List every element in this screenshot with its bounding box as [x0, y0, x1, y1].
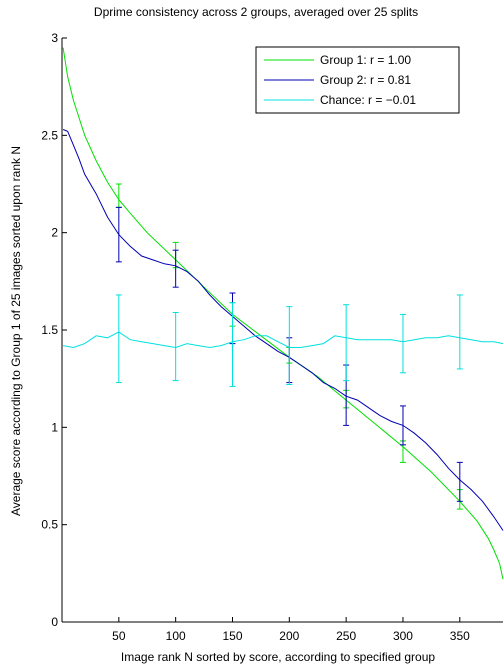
x-tick-label: 150 [222, 629, 242, 643]
legend-label: Chance: r = −0.01 [320, 93, 416, 107]
series-line-3 [63, 331, 504, 349]
x-axis-label: Image rank N sorted by score, according … [121, 650, 435, 664]
series-line-2 [62, 129, 504, 531]
plot-area [62, 38, 503, 622]
x-tick-label: 300 [393, 629, 413, 643]
y-tick-label: 0 [51, 615, 58, 629]
error-bar [172, 249, 179, 288]
error-bar [115, 294, 122, 384]
error-bar [399, 313, 406, 374]
x-tick-label: 200 [279, 629, 299, 643]
y-tick-label: 2 [51, 226, 58, 240]
legend: Group 1: r = 1.00 Group 2: r = 0.81 Chance… [255, 46, 460, 114]
y-tick-label: 1 [51, 420, 58, 434]
series-layer [62, 47, 504, 580]
legend-label: Group 1: r = 1.00 [320, 53, 411, 67]
y-tick-label: 2.5 [41, 128, 58, 142]
y-axis-label: Average score according to Group 1 of 25… [9, 146, 23, 516]
error-bar [115, 206, 122, 263]
y-tick-label: 1.5 [41, 323, 58, 337]
x-tick-label: 350 [450, 629, 470, 643]
error-bar [456, 294, 463, 370]
error-bar [343, 304, 350, 382]
error-bar [172, 311, 179, 382]
legend-label: Group 2: r = 0.81 [320, 73, 411, 87]
axes-layer: 50 100 150 200 250 300 350 0 0.5 1 1.5 2 2.5 3 [41, 31, 503, 643]
chart-title: Dprime consistency across 2 groups, aver… [94, 5, 418, 19]
x-tick-label: 100 [166, 629, 186, 643]
x-tick-label: 50 [112, 629, 126, 643]
y-tick-label: 0.5 [41, 518, 58, 532]
error-bar [456, 461, 463, 502]
error-bar [399, 405, 406, 446]
x-tick-label: 250 [336, 629, 356, 643]
error-bar [229, 302, 236, 387]
error-bar [286, 306, 293, 386]
y-tick-label: 3 [51, 31, 58, 45]
